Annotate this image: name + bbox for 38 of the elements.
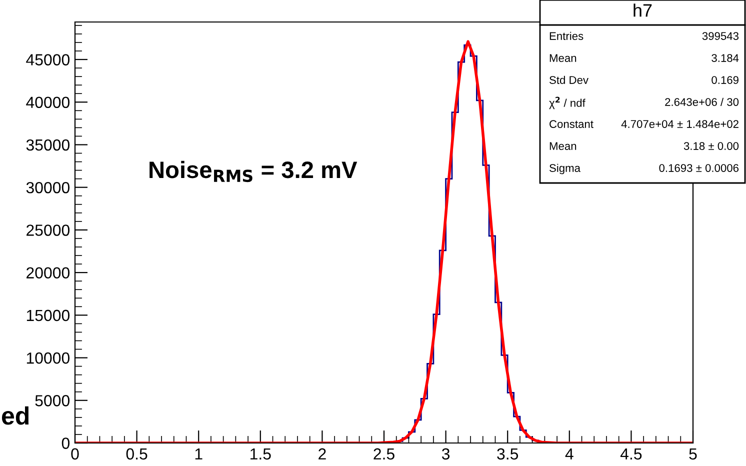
- x-tick-label: 3.5: [497, 448, 518, 460]
- annotation: Constant: [550, 120, 594, 128]
- x-tick-label: 1.5: [250, 448, 271, 460]
- x-tick-label: 5: [689, 448, 697, 460]
- y-tick-label: 40000: [26, 96, 70, 108]
- text: 3.184: [712, 54, 739, 62]
- y-tick-label: 5000: [35, 395, 70, 406]
- y-tick-label: 15000: [26, 310, 70, 322]
- annotation: Mean: [550, 142, 576, 150]
- annotation: Std Dev: [550, 76, 588, 84]
- annotation: 2.643e+06 / 30: [665, 98, 739, 106]
- x-tick-label: 0.5: [126, 448, 148, 460]
- x-tick-label: 2: [318, 448, 326, 460]
- y-tick-label: 20000: [26, 267, 70, 278]
- annotation: 3.18 ± 0.00: [684, 142, 739, 150]
- text: h7: [634, 4, 652, 17]
- y-tick-label: 25000: [26, 224, 70, 236]
- y-tick-label: 10000: [26, 352, 70, 364]
- x-tick-label: 3: [442, 448, 450, 460]
- annotation: Sigma: [550, 164, 580, 174]
- annotation: Mean: [550, 54, 576, 62]
- x-tick-label: 4.5: [620, 448, 642, 460]
- y-tick-label: 35000: [26, 139, 70, 151]
- text: 0.169: [712, 76, 738, 84]
- annotation: 4.707e+04 ± 1.484e+02: [621, 120, 738, 128]
- x-tick-label: 0: [71, 448, 79, 460]
- annotation: 0.1693 ± 0.0006: [659, 164, 739, 172]
- annotation: Noise$_{RMS}$ = 3.2 mV: [150, 160, 358, 182]
- y-tick-label: 30000: [26, 182, 70, 194]
- y-tick-label: 0: [62, 438, 70, 449]
- text: 399543: [702, 32, 739, 40]
- x-tick-label: 2.5: [374, 448, 394, 460]
- y-tick-label: 45000: [26, 54, 70, 66]
- x-tick-label: 4: [565, 448, 574, 460]
- text: ed: [2, 406, 29, 425]
- annotation: χ$^{2}$ / ndf: [549, 96, 586, 110]
- x-tick-label: 1: [195, 448, 202, 460]
- annotation: Entries: [550, 32, 584, 40]
